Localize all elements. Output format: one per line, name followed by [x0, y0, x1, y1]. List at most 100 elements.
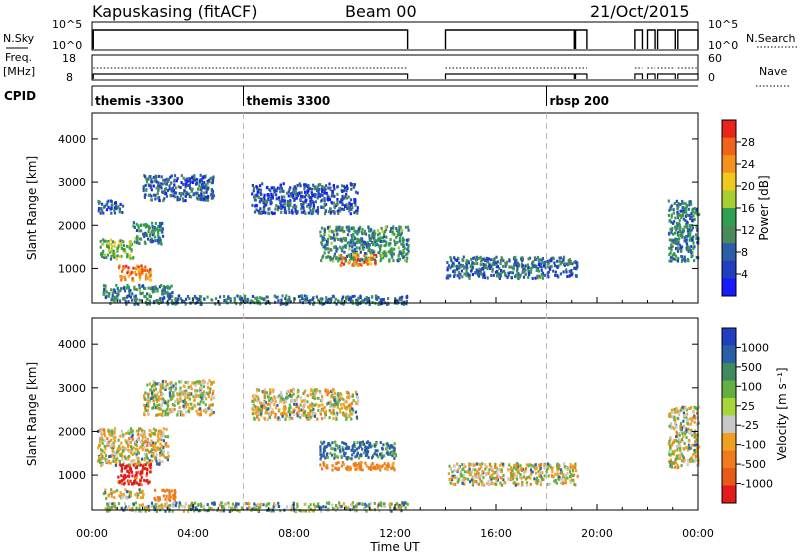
data-cell: [265, 295, 268, 299]
data-cell: [674, 465, 677, 469]
data-cell: [445, 276, 448, 280]
data-cell: [353, 183, 356, 187]
data-cell: [117, 292, 120, 296]
data-cell: [210, 408, 213, 412]
data-cell: [283, 410, 286, 414]
data-cell: [131, 433, 134, 437]
data-cell: [311, 405, 314, 409]
data-cell: [308, 196, 311, 200]
data-cell: [269, 405, 272, 409]
data-cell: [168, 382, 171, 386]
data-cell: [380, 244, 383, 248]
data-cell: [688, 238, 691, 242]
data-cell: [365, 452, 368, 456]
data-cell: [355, 230, 358, 234]
data-cell: [392, 225, 395, 229]
data-cell: [140, 428, 143, 432]
data-cell: [200, 179, 204, 183]
data-cell: [455, 267, 459, 271]
data-cell: [289, 203, 292, 207]
data-cell: [127, 482, 130, 486]
data-cell: [551, 470, 554, 474]
data-cell: [291, 410, 294, 414]
data-cell: [110, 488, 113, 492]
data-cell: [671, 253, 674, 257]
data-cell: [162, 494, 165, 498]
data-cell: [193, 294, 197, 298]
data-cell: [210, 298, 213, 302]
data-cell: [556, 462, 559, 466]
data-cell: [158, 196, 161, 200]
data-cell: [278, 394, 281, 398]
data-cell: [274, 207, 277, 211]
data-cell: [363, 229, 366, 233]
data-cell: [145, 180, 149, 184]
data-cell: [697, 445, 701, 449]
data-cell: [377, 251, 380, 255]
data-cell: [103, 204, 106, 208]
data-cell: [150, 501, 154, 505]
data-cell: [353, 445, 357, 449]
data-cell: [319, 230, 322, 234]
data-cell: [378, 232, 381, 236]
data-cell: [103, 287, 106, 291]
data-cell: [690, 251, 693, 255]
data-cell: [694, 429, 697, 433]
data-cell: [334, 454, 337, 458]
data-cell: [292, 388, 295, 392]
data-cell: [472, 478, 475, 482]
data-cell: [347, 468, 350, 472]
data-cell: [357, 399, 360, 403]
data-cell: [118, 444, 121, 448]
data-cell: [315, 295, 318, 299]
data-cell: [127, 429, 130, 433]
data-cell: [286, 298, 289, 302]
data-cell: [541, 271, 544, 275]
y-tick-label: 1000: [58, 262, 86, 275]
data-cell: [260, 402, 263, 406]
data-cell: [180, 181, 183, 185]
data-cell: [126, 255, 129, 259]
data-cell: [298, 182, 301, 186]
data-cell: [116, 298, 119, 302]
data-cell: [489, 258, 492, 262]
data-cell: [569, 465, 572, 469]
data-cell: [163, 400, 166, 404]
data-cell: [356, 191, 359, 195]
data-cell: [332, 405, 335, 409]
data-cell: [127, 440, 130, 444]
data-cell: [270, 400, 273, 404]
data-cell: [105, 496, 108, 500]
data-cell: [370, 463, 373, 467]
data-cell: [168, 391, 171, 395]
data-cell: [301, 195, 304, 199]
data-cell: [560, 260, 564, 264]
data-cell: [496, 478, 499, 482]
data-cell: [158, 185, 161, 188]
data-cell: [112, 504, 115, 508]
data-cell: [183, 393, 186, 397]
data-cell: [106, 437, 109, 440]
data-cell: [272, 388, 275, 392]
data-cell: [323, 202, 326, 206]
data-cell: [165, 441, 168, 445]
data-cell: [194, 384, 197, 387]
data-cell: [330, 453, 334, 457]
data-cell: [140, 267, 143, 271]
data-cell: [453, 476, 456, 480]
data-cell: [145, 391, 148, 395]
data-cell: [196, 389, 199, 393]
data-cell: [159, 446, 163, 450]
data-cell: [267, 407, 270, 411]
data-cell: [110, 199, 113, 203]
data-cell: [669, 256, 672, 260]
data-cell: [138, 461, 141, 465]
data-cell: [327, 391, 330, 395]
data-cell: [674, 258, 677, 262]
data-cell: [119, 239, 122, 243]
data-cell: [564, 479, 567, 483]
data-cell: [124, 455, 127, 459]
data-cell: [406, 256, 409, 260]
data-cell: [112, 490, 115, 494]
data-cell: [167, 497, 170, 501]
